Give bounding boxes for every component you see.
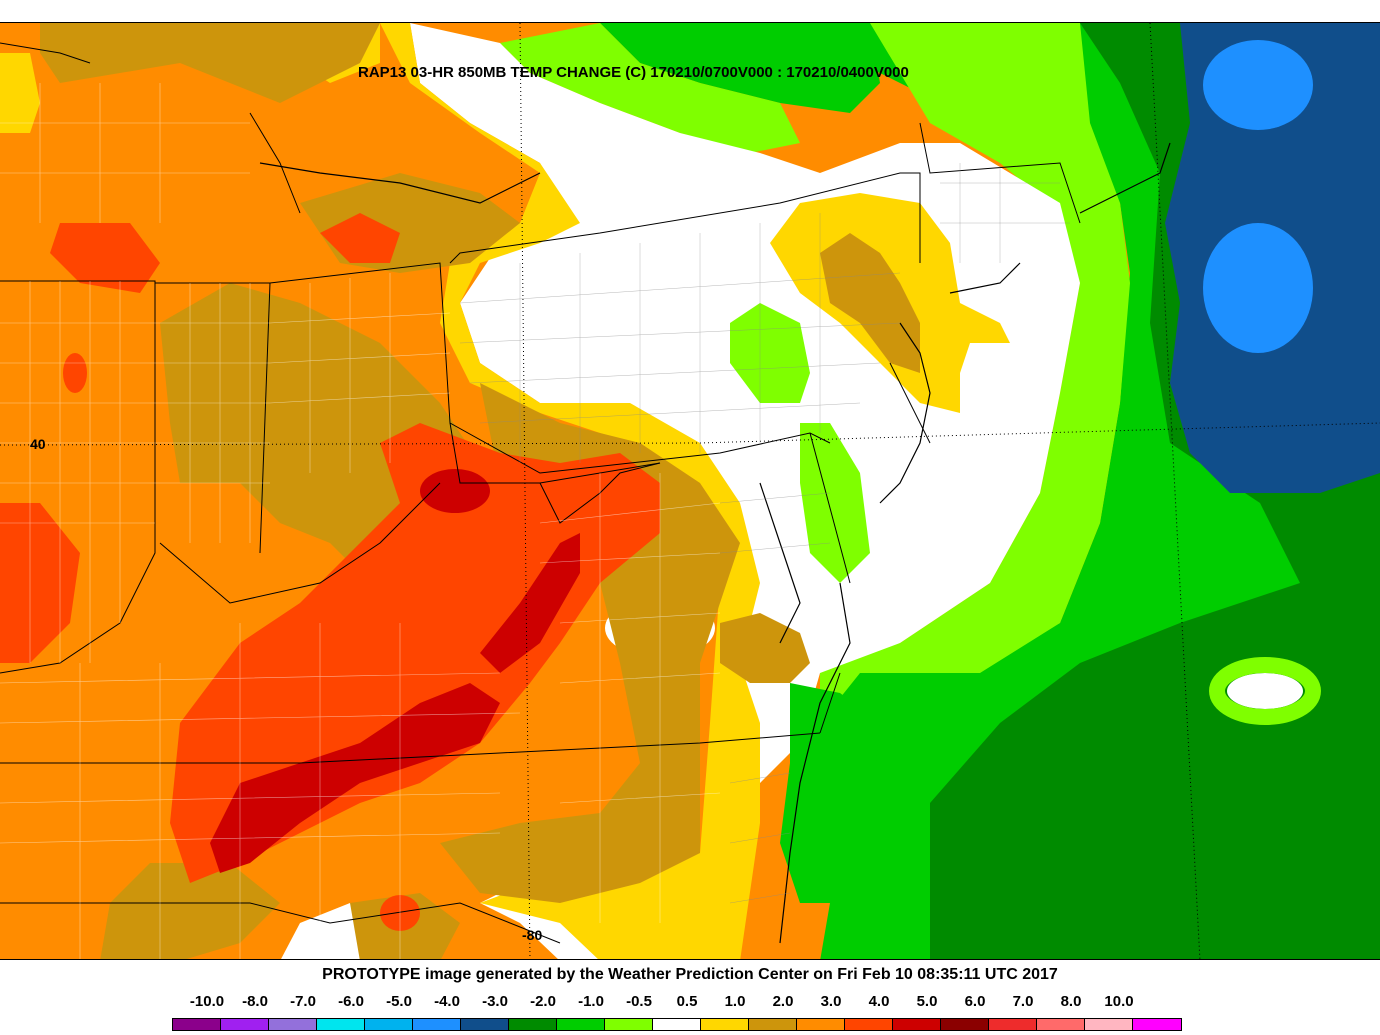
map-title: RAP13 03-HR 850MB TEMP CHANGE (C) 170210… xyxy=(358,64,909,81)
legend-swatch xyxy=(989,1019,1037,1030)
legend-label: -5.0 xyxy=(386,993,412,1010)
field-5-0-iowa xyxy=(63,353,87,393)
legend-label: 2.0 xyxy=(772,993,794,1010)
legend-swatch xyxy=(221,1019,269,1030)
legend-swatch xyxy=(509,1019,557,1030)
temperature-change-map xyxy=(0,23,1380,959)
field-minus-3-0-edge xyxy=(1360,23,1380,443)
legend-swatch xyxy=(893,1019,941,1030)
legend-label: -0.5 xyxy=(626,993,652,1010)
lon-70-line xyxy=(1149,23,1201,959)
legend-label: -1.0 xyxy=(578,993,604,1010)
legend-label: -8.0 xyxy=(242,993,268,1010)
legend-swatch xyxy=(797,1019,845,1030)
field-5-0-ridge xyxy=(480,533,580,673)
legend-label: 5.0 xyxy=(916,993,938,1010)
legend-swatch xyxy=(461,1019,509,1030)
field-minus-0-5-ocean-white xyxy=(1227,673,1303,709)
county-boundaries-east xyxy=(459,163,1070,904)
legend-label: 1.0 xyxy=(724,993,746,1010)
legend-color-bar xyxy=(172,1018,1182,1031)
coastlines xyxy=(259,142,1171,944)
county-boundaries xyxy=(0,83,721,959)
legend-swatch xyxy=(365,1019,413,1030)
legend-label: 3.0 xyxy=(820,993,842,1010)
legend-label: -2.0 xyxy=(530,993,556,1010)
field-2-0-southwest xyxy=(100,863,280,959)
legend-label: 8.0 xyxy=(1060,993,1082,1010)
legend-label: -6.0 xyxy=(338,993,364,1010)
legend-labels: -10.0 -8.0 -7.0 -6.0 -5.0 -4.0 -3.0 -2.0 -1.0 -0.… xyxy=(0,993,1380,1011)
field-minus-0-5-north xyxy=(500,23,800,153)
legend-swatch xyxy=(269,1019,317,1030)
legend-label: -4.0 xyxy=(434,993,460,1010)
state-boundaries xyxy=(0,42,1081,944)
legend-swatch xyxy=(173,1019,221,1030)
legend-label: 0.5 xyxy=(676,993,698,1010)
field-4-0-lake xyxy=(320,213,400,263)
map-panel xyxy=(0,22,1380,960)
field-2-0-chesapeake xyxy=(720,613,810,683)
legend-label: -7.0 xyxy=(290,993,316,1010)
longitude-label: -80 xyxy=(522,927,543,943)
legend-label: 4.0 xyxy=(868,993,890,1010)
field-minus-1-0-nc xyxy=(780,683,880,903)
legend-label: 10.0 xyxy=(1104,993,1134,1010)
legend-swatch xyxy=(701,1019,749,1030)
legend-swatch xyxy=(653,1019,701,1030)
field-minus-4-0-b xyxy=(1203,223,1313,353)
field-5-0-ohio xyxy=(420,469,490,513)
legend-swatch xyxy=(1133,1019,1181,1030)
field-minus-0-5-ocean-ring xyxy=(1209,657,1321,725)
field-2-0-east-band xyxy=(440,383,740,903)
legend-swatch xyxy=(749,1019,797,1030)
footer-text: PROTOTYPE image generated by the Weather… xyxy=(322,966,1058,983)
field-2-0-northwest xyxy=(40,23,380,103)
legend-label: 6.0 xyxy=(964,993,986,1010)
legend-swatch xyxy=(605,1019,653,1030)
legend-swatch xyxy=(413,1019,461,1030)
field-minus-4-0-a xyxy=(1203,40,1313,130)
legend-label: -3.0 xyxy=(482,993,508,1010)
legend-swatch xyxy=(941,1019,989,1030)
field-4-0-illinois xyxy=(50,223,160,293)
legend-swatch xyxy=(557,1019,605,1030)
legend-swatch xyxy=(1037,1019,1085,1030)
field-5-0-kentucky xyxy=(210,683,500,873)
latitude-label: 40 xyxy=(30,436,46,452)
field-2-0-ny xyxy=(820,233,920,373)
lon-80-line xyxy=(519,23,531,959)
legend-swatch xyxy=(317,1019,365,1030)
field-minus-0-5-coast xyxy=(820,23,1130,723)
legend-label: -10.0 xyxy=(189,993,225,1010)
legend-label: 7.0 xyxy=(1012,993,1034,1010)
field-minus-1-0-north xyxy=(600,23,880,113)
legend-swatch xyxy=(1085,1019,1133,1030)
legend-swatch xyxy=(845,1019,893,1030)
field-1-0-northwest xyxy=(0,53,40,133)
